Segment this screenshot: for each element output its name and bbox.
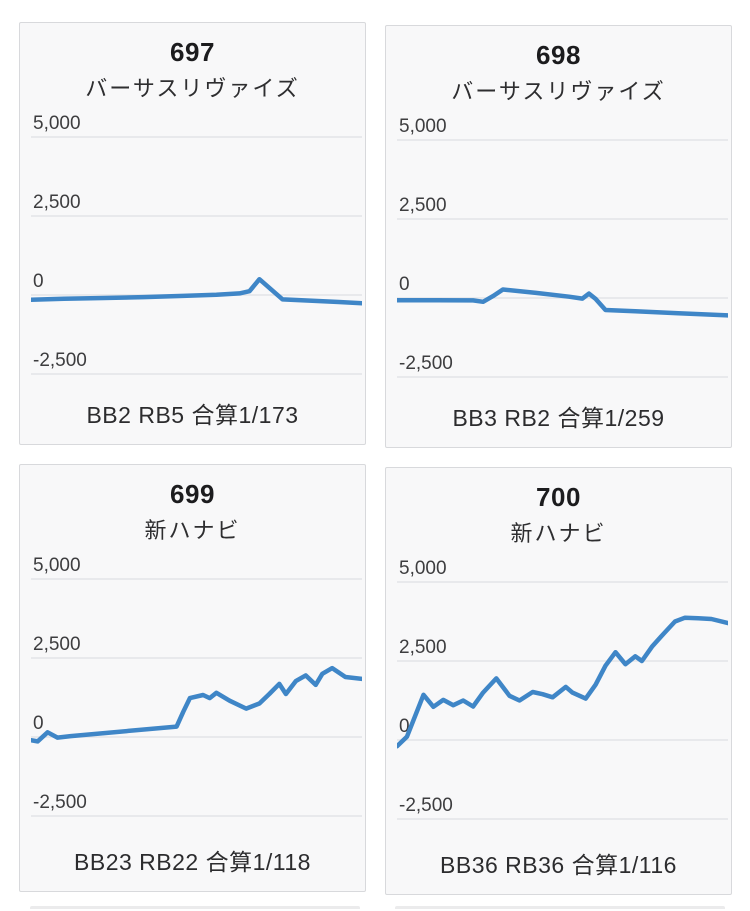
machine-stats: BB3 RB2 合算1/259: [452, 405, 665, 431]
machine-card[interactable]: 699 新ハナビ 5,000 2,500 0 -2,500 BB23 RB22 合算1…: [19, 464, 366, 892]
machine-stats: BB23 RB22 合算1/118: [74, 849, 311, 875]
axis-tick-label: 5,000: [33, 555, 81, 576]
machine-stats: BB2 RB5 合算1/173: [86, 402, 299, 428]
slump-line: [397, 287, 728, 318]
axis-tick-label: -2,500: [33, 792, 87, 813]
machine-number: 700: [536, 482, 581, 512]
machine-card[interactable]: 698 バーサスリヴァイズ 5,000 2,500 0 -2,500 BB3 RB2 …: [385, 25, 732, 448]
axis-tick-label: 2,500: [33, 192, 81, 213]
axis-tick-label: 5,000: [33, 113, 81, 134]
axis-tick-label: 2,500: [399, 637, 447, 658]
axis-tick-label: 0: [33, 271, 44, 292]
machine-number: 698: [536, 40, 581, 70]
slump-line: [397, 615, 728, 749]
slump-line: [31, 276, 362, 306]
slump-chart: 5,000 2,500 0 -2,500: [31, 113, 362, 375]
machine-number: 697: [170, 37, 215, 67]
next-row-card-top-edge: [30, 906, 360, 909]
axis-tick-label: 0: [399, 716, 410, 737]
machine-name: バーサスリヴァイズ: [85, 76, 300, 101]
machine-card[interactable]: 700 新ハナビ 5,000 2,500 0 -2,500 BB36 RB36 合算1…: [385, 467, 732, 895]
slump-chart: 5,000 2,500 0 -2,500: [31, 555, 362, 817]
axis-tick-label: 2,500: [33, 634, 81, 655]
axis-tick-label: -2,500: [399, 795, 453, 816]
axis-tick-label: -2,500: [399, 353, 453, 374]
machine-card[interactable]: 697 バーサスリヴァイズ 5,000 2,500 0 -2,500 BB2 RB5 …: [19, 22, 366, 445]
machine-stats: BB36 RB36 合算1/116: [440, 852, 677, 878]
machine-grid: 697 バーサスリヴァイズ 5,000 2,500 0 -2,500 BB2 RB5 …: [19, 22, 732, 895]
slump-chart: 5,000 2,500 0 -2,500: [397, 558, 728, 820]
axis-tick-label: 0: [33, 713, 44, 734]
axis-tick-label: 5,000: [399, 558, 447, 579]
machine-name: バーサスリヴァイズ: [451, 79, 666, 104]
slump-chart: 5,000 2,500 0 -2,500: [397, 116, 728, 378]
axis-tick-label: 5,000: [399, 116, 447, 137]
next-row-card-top-edge: [395, 906, 725, 909]
machine-number: 699: [170, 479, 215, 509]
axis-tick-label: 2,500: [399, 195, 447, 216]
axis-tick-label: 0: [399, 274, 410, 295]
machine-name: 新ハナビ: [144, 518, 241, 543]
axis-tick-label: -2,500: [33, 350, 87, 371]
machine-name: 新ハナビ: [510, 521, 607, 546]
slump-line: [31, 665, 362, 744]
